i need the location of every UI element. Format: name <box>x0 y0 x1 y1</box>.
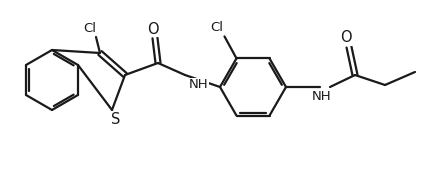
Text: Cl: Cl <box>210 21 223 34</box>
Text: NH: NH <box>189 79 209 92</box>
Text: O: O <box>340 30 352 46</box>
Text: O: O <box>147 22 159 37</box>
Text: Cl: Cl <box>84 22 96 34</box>
Text: S: S <box>111 111 121 127</box>
Text: NH: NH <box>312 90 332 103</box>
